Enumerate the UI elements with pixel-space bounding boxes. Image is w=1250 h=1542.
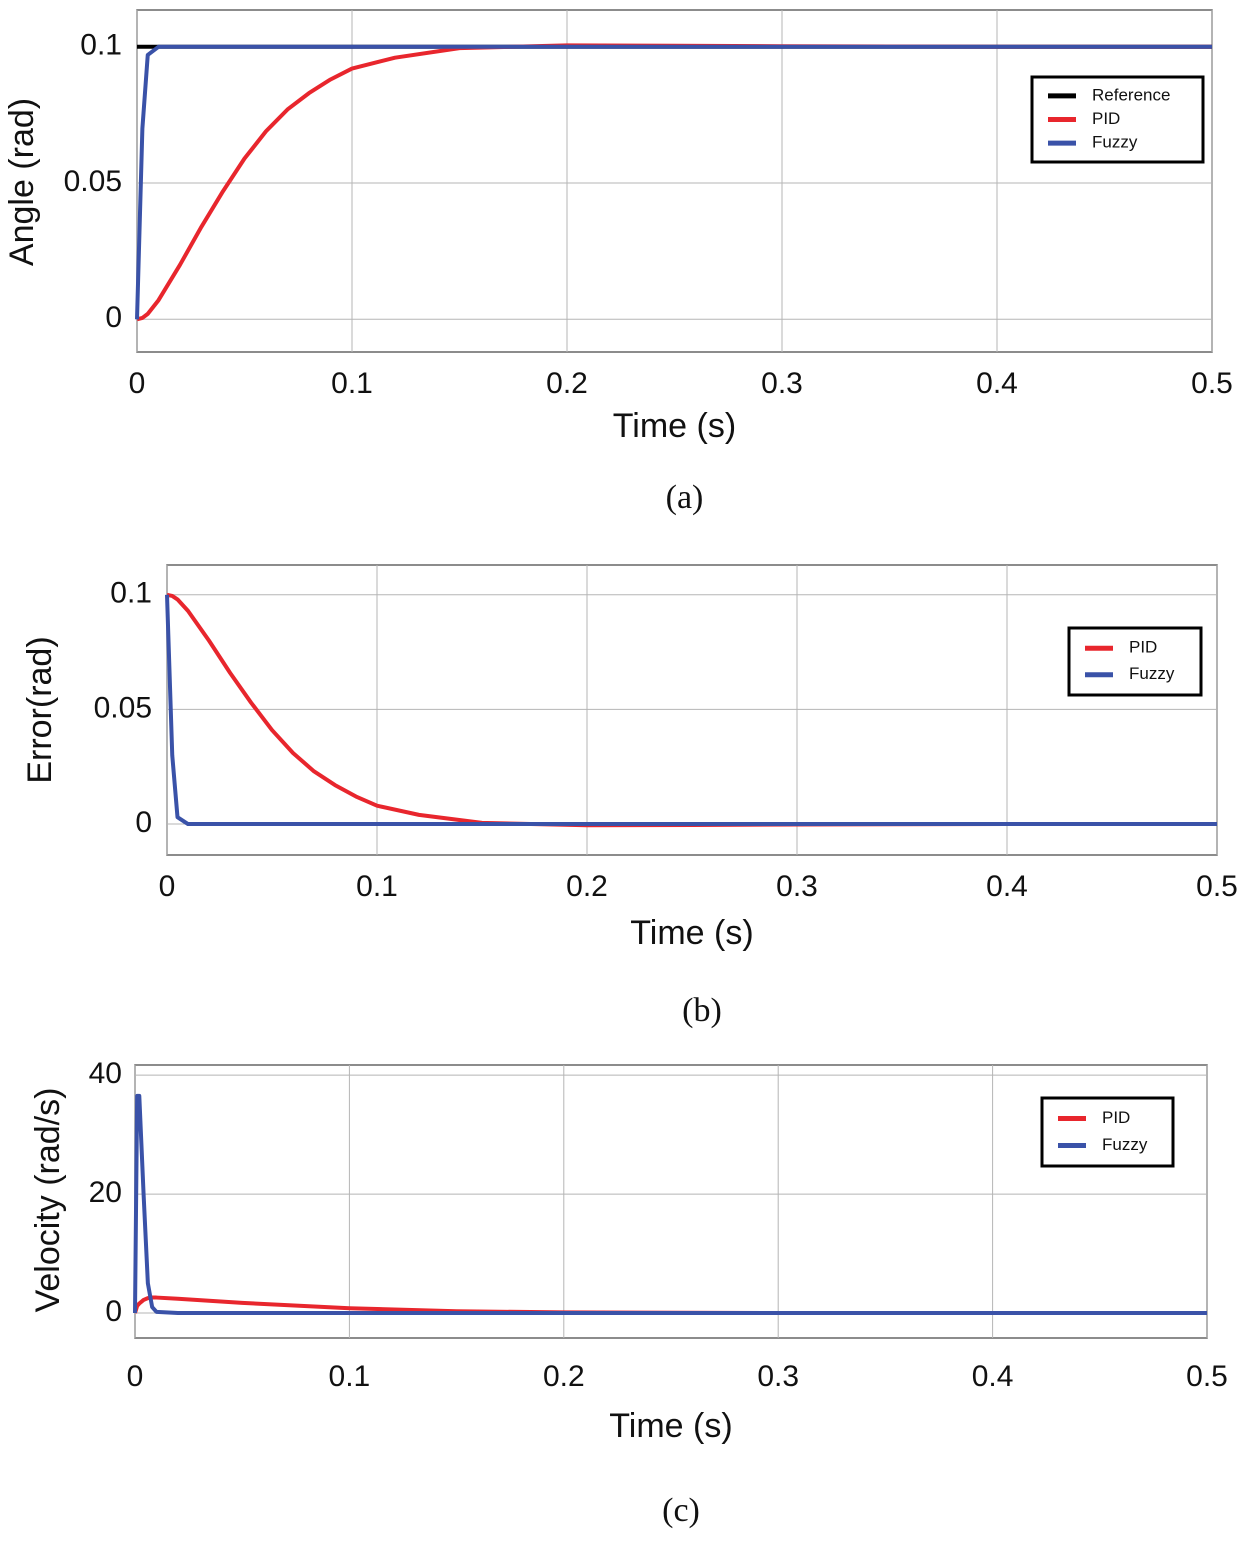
y-axis-label: Error(rad)	[21, 636, 59, 783]
data-line	[165, 594, 1217, 827]
legend-label: Fuzzy	[1102, 1135, 1148, 1154]
y-tick-label: 0.1	[110, 577, 152, 610]
y-tick-label: 0.1	[80, 29, 122, 62]
legend-label: PID	[1092, 109, 1120, 128]
y-tick-label: 0.05	[64, 165, 122, 198]
y-tick-label: 0	[135, 806, 152, 839]
x-tick-label: 0.1	[331, 367, 373, 400]
y-tick-label: 40	[89, 1057, 122, 1090]
x-tick-label: 0.2	[546, 367, 588, 400]
y-axis-label: Velocity (rad/s)	[29, 1088, 67, 1313]
x-tick-label: 0	[129, 367, 146, 400]
x-tick-label: 0.4	[986, 870, 1028, 903]
y-tick-label: 0.05	[94, 691, 152, 724]
legend: PID Fuzzy	[1040, 1096, 1175, 1168]
legend-box	[1067, 626, 1203, 697]
legend-label: Fuzzy	[1129, 664, 1175, 683]
plot-area	[136, 9, 1213, 353]
x-tick-label: 0.3	[776, 870, 818, 903]
x-axis-label: Time (s)	[609, 1407, 732, 1445]
legend-label: Fuzzy	[1092, 133, 1138, 152]
x-axis-label: Time (s)	[630, 914, 753, 952]
x-tick-label: 0.2	[543, 1360, 585, 1393]
y-tick-label: 20	[89, 1176, 122, 1209]
legend-label: PID	[1129, 638, 1157, 657]
legend-label: Reference	[1092, 85, 1170, 104]
caption: (b)	[682, 992, 722, 1029]
x-axis-label: Time (s)	[613, 407, 736, 445]
y-axis-label: Angle (rad)	[3, 98, 41, 266]
legend: Reference PID Fuzzy	[1030, 75, 1205, 164]
caption: (a)	[666, 479, 704, 516]
x-tick-label: 0.4	[972, 1360, 1014, 1393]
data-line	[133, 1093, 1207, 1316]
x-tick-label: 0.1	[329, 1360, 371, 1393]
x-tick-label: 0	[159, 870, 176, 903]
x-tick-label: 0.5	[1191, 367, 1233, 400]
x-tick-label: 0.4	[976, 367, 1018, 400]
y-tick-label: 0	[105, 301, 122, 334]
data-line	[135, 44, 1212, 320]
x-tick-label: 0.3	[757, 1360, 799, 1393]
x-tick-label: 0.1	[356, 870, 398, 903]
legend-label: PID	[1102, 1108, 1130, 1127]
plot-area	[134, 1064, 1208, 1339]
x-tick-label: 0	[127, 1360, 144, 1393]
x-tick-label: 0.5	[1196, 870, 1238, 903]
caption: (c)	[662, 1492, 700, 1529]
plot-area	[166, 564, 1218, 856]
legend: PID Fuzzy	[1067, 626, 1203, 697]
x-tick-label: 0.5	[1186, 1360, 1228, 1393]
y-tick-label: 0	[105, 1295, 122, 1328]
legend-box	[1040, 1096, 1175, 1168]
x-tick-label: 0.2	[566, 870, 608, 903]
x-tick-label: 0.3	[761, 367, 803, 400]
